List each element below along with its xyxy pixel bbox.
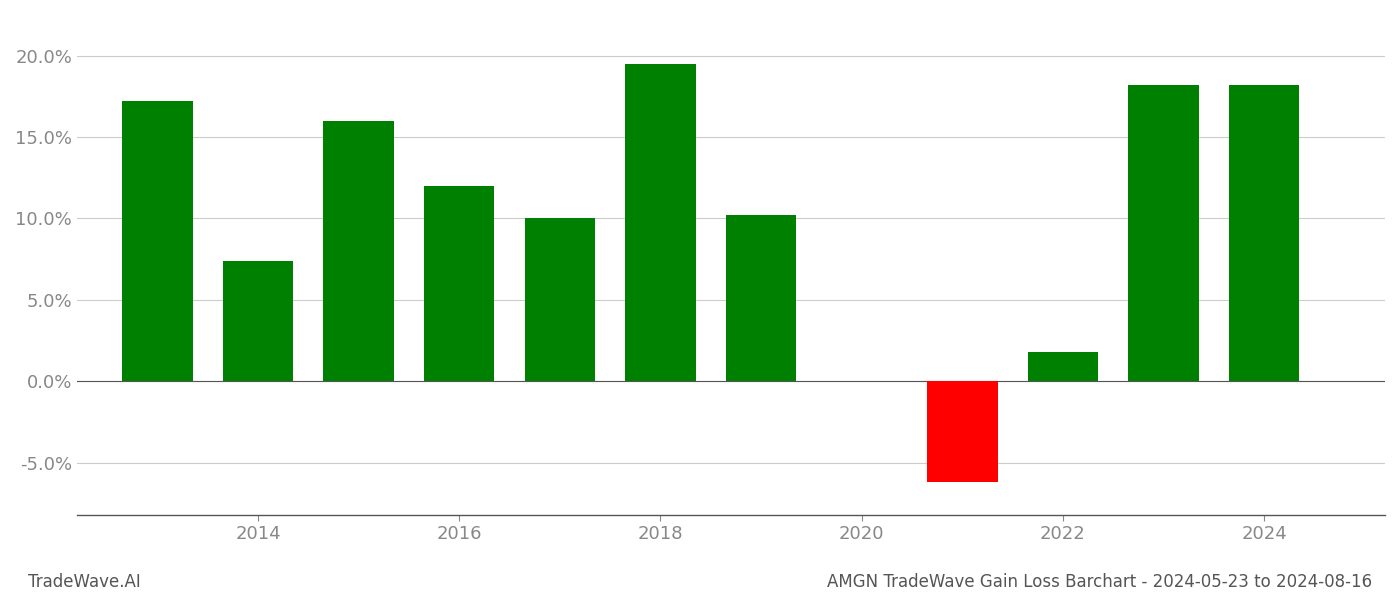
Bar <box>323 121 393 381</box>
Bar <box>525 218 595 381</box>
Bar <box>725 215 797 381</box>
Bar <box>424 186 494 381</box>
Bar <box>1128 85 1198 381</box>
Bar <box>1028 352 1098 381</box>
Text: AMGN TradeWave Gain Loss Barchart - 2024-05-23 to 2024-08-16: AMGN TradeWave Gain Loss Barchart - 2024… <box>827 573 1372 591</box>
Bar <box>122 101 193 381</box>
Bar <box>223 261 293 381</box>
Text: TradeWave.AI: TradeWave.AI <box>28 573 141 591</box>
Bar <box>1229 85 1299 381</box>
Bar <box>626 64 696 381</box>
Bar <box>927 381 998 482</box>
